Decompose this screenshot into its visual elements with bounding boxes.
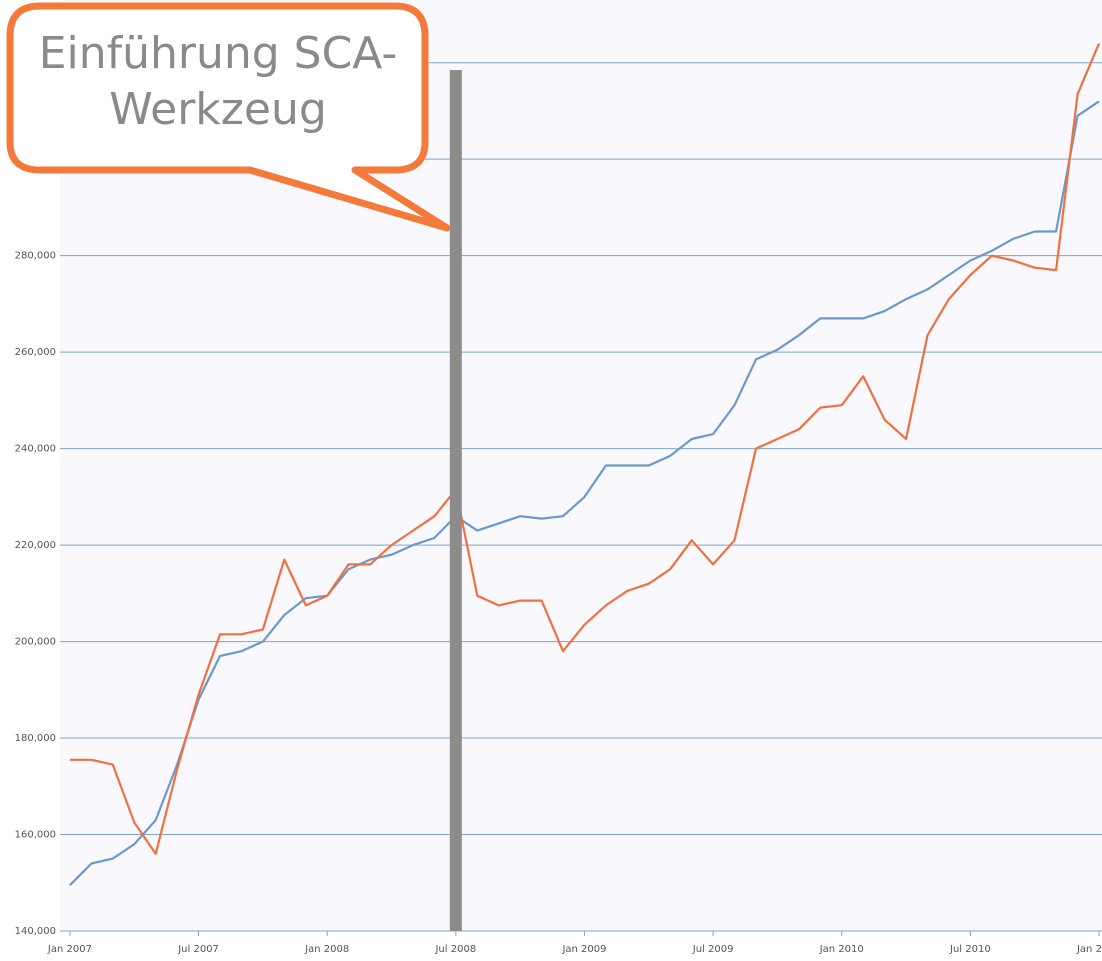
y-tick-label: 260,000: [15, 347, 56, 358]
x-tick-label: Jan 2007: [47, 944, 92, 955]
series-line: [69, 42, 1101, 855]
y-tick-label: 280,000: [15, 251, 56, 262]
x-tick-label: Jan 2008: [304, 944, 349, 955]
series-line: [69, 100, 1100, 886]
y-tick-label: 200,000: [15, 637, 56, 648]
y-tick-label: 240,000: [15, 444, 56, 455]
x-tick-label: Jan 2011: [1076, 944, 1102, 955]
callout-text: Werkzeug: [109, 84, 327, 135]
x-tick-label: Jan 2010: [819, 944, 864, 955]
callout-box: [6, 2, 451, 232]
y-tick-label: 160,000: [15, 830, 56, 841]
x-tick-label: Jul 2008: [434, 944, 476, 955]
x-tick-label: Jul 2009: [692, 944, 734, 955]
x-tick-label: Jul 2007: [177, 944, 219, 955]
y-tick-label: 140,000: [15, 926, 56, 937]
callout-text: Einführung SCA-: [39, 28, 398, 79]
annotation-bar: [449, 70, 462, 931]
x-tick-label: Jul 2010: [949, 944, 991, 955]
x-tick-label: Jan 2009: [561, 944, 606, 955]
y-tick-label: 180,000: [15, 733, 56, 744]
y-tick-label: 220,000: [15, 540, 56, 551]
